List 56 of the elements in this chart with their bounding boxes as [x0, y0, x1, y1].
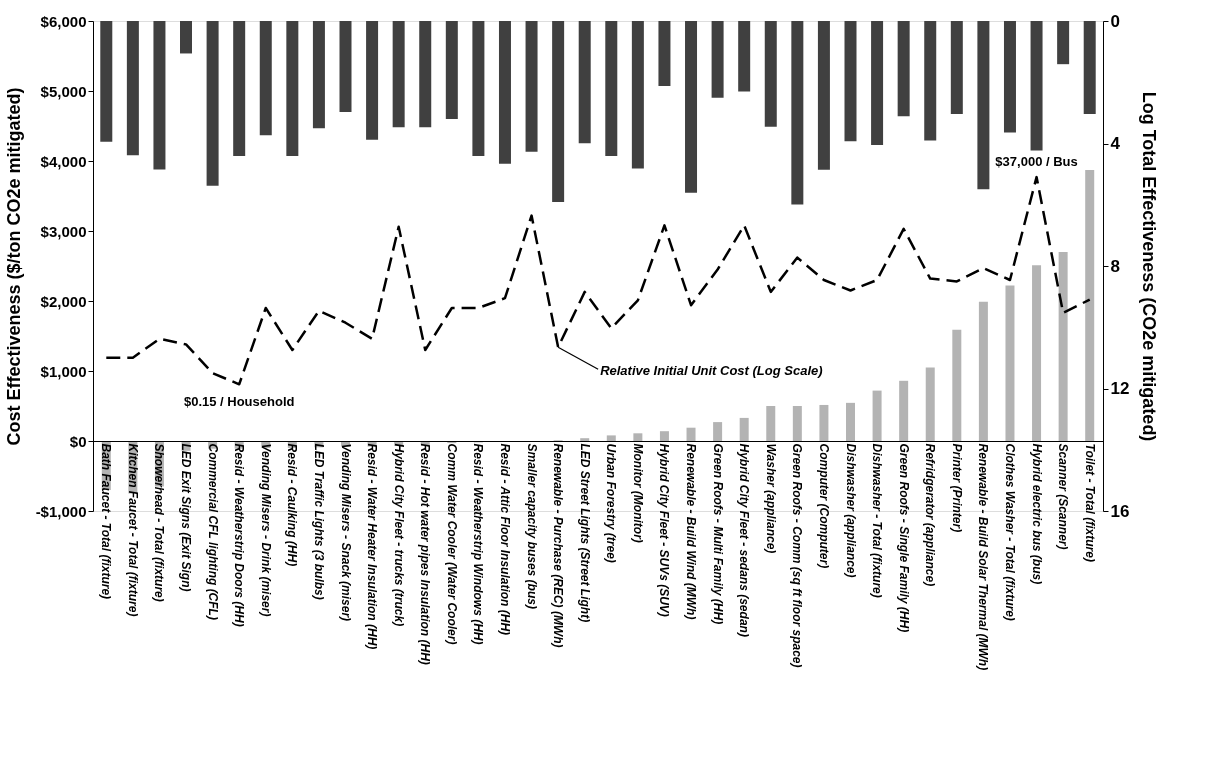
x-tick-label: Resid - Weatherstrip Doors (HH) [232, 443, 247, 627]
y-tick-label: $3,000 [40, 222, 87, 240]
x-tick-label: Commercial CFL lighting (CFL) [205, 443, 220, 620]
x-tick-label: LED Traffic Lights (3 bulbs) [311, 443, 326, 600]
x-tick-label: Renewable - Build Wind (MWh) [684, 443, 699, 620]
x-tick-label: Comm Water Cooler (Water Cooler) [444, 443, 459, 645]
x-tick-label: Bath Faucet - Total (fixture) [99, 443, 114, 600]
x-tick-label: Urban Forestry (tree) [604, 443, 619, 563]
x-tick-label: Resid - Weatherstrip Windows (HH) [471, 443, 486, 645]
x-tick-label: Vending Misers - Snack (miser) [338, 443, 353, 622]
x-tick-label: Resid - Caulking (HH) [285, 443, 300, 567]
y-tick-label: $5,000 [40, 82, 87, 100]
x-tick-label: Toilet - Total (fixture) [1082, 443, 1097, 562]
x-tick-label: Renewable - Build Solar Thermal (MWh) [976, 443, 991, 671]
x-tick-label: Resid - Water Heater Insulation (HH) [365, 443, 380, 650]
x-tick-label: Kitchen Faucet - Total (fixture) [125, 443, 140, 617]
annotation: $0.15 / Household [183, 394, 295, 410]
y2-tick-label: 12 [1110, 379, 1130, 398]
x-tick-label: Vending Misers - Drink (miser) [258, 443, 273, 617]
annotation: $37,000 / Bus [995, 154, 1078, 170]
x-tick-label: Resid - Attic Floor Insulation (HH) [497, 443, 512, 636]
x-tick-label: Green Roofs - Comm (sq ft floor space) [790, 443, 805, 668]
x-tick-label: Dishwasher (appliance) [843, 443, 858, 578]
x-tick-label: Scanner (Scanner) [1056, 443, 1071, 550]
y-tick-label: $1,000 [40, 362, 87, 380]
x-tick-label: Dishwasher - Total (fixture) [870, 443, 885, 598]
x-tick-label: LED Street Lights (Street Light) [577, 443, 592, 623]
x-tick-label: LED Exit Signs (Exit Sign) [179, 443, 194, 592]
x-tick-label: Printer (Printer) [949, 443, 964, 533]
y-tick-label: $0 [69, 432, 87, 450]
x-tick-label: Showerhead - Total (fixture) [152, 443, 167, 602]
y2-tick-label: 8 [1110, 256, 1120, 276]
x-tick-label: Resid - Hot water pipes Insulation (HH) [418, 443, 433, 665]
x-tick-label: Green Roofs - Single Family (HH) [896, 443, 911, 633]
y2-tick-label: 0 [1110, 11, 1120, 31]
x-tick-label: Hybrid City Fleet - SUVs (SUV) [657, 443, 672, 617]
y-tick-label: $6,000 [40, 12, 87, 30]
x-tick-label: Renewable - Purchase (REC) (MWh) [551, 443, 566, 648]
x-tick-label: Refridgerator (appliance) [923, 443, 938, 587]
x-tick-label: Hybrid electric bus (bus) [1029, 443, 1044, 585]
x-tick-label: Monitor (Monitor) [630, 443, 645, 543]
y2-axis-title: Log Total Effectiveness (CO2e mitigated) [1139, 91, 1160, 442]
x-tick-label: Clothes Washer - Total (fixture) [1002, 443, 1017, 621]
y-axis-title: Cost Effectiveness ($/ton CO2e mitigated) [3, 87, 24, 446]
y-tick-label: $4,000 [40, 152, 87, 170]
x-tick-label: Smaller capacity buses (bus) [524, 443, 539, 609]
x-tick-label: Green Roofs - Multi Family (HH) [710, 443, 725, 625]
y2-tick-label: 16 [1110, 501, 1130, 521]
annotation: Relative Initial Unit Cost (Log Scale) [600, 363, 823, 379]
x-tick-label: Hybrid City Fleet - sedans (sedan) [737, 443, 752, 637]
x-tick-label: Washer (appliance) [763, 443, 778, 554]
y2-tick-label: 4 [1110, 134, 1121, 153]
y-tick-label: -$1,000 [35, 502, 87, 520]
x-tick-label: Hybrid City Fleet - trucks (truck) [391, 443, 406, 627]
y-tick-label: $2,000 [40, 292, 87, 310]
x-tick-label: Computer (Computer) [816, 443, 831, 569]
